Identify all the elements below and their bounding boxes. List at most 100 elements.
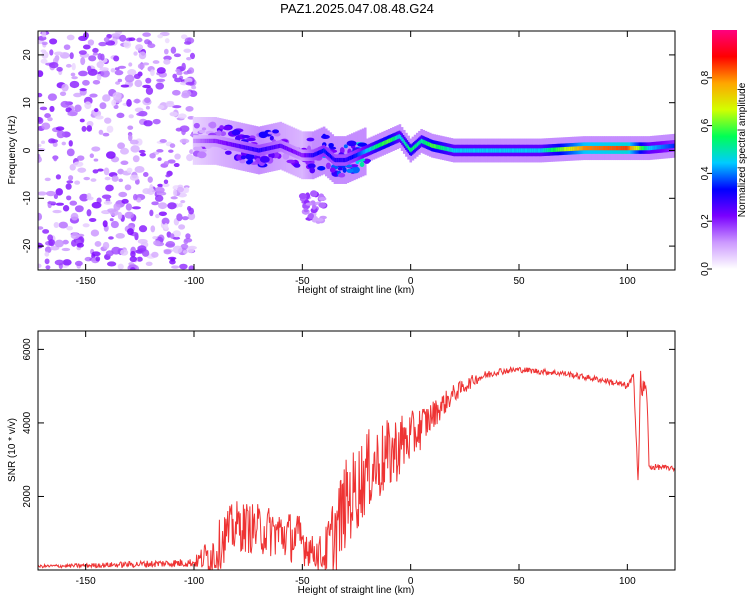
noise-speckle: [176, 213, 183, 222]
ridge-core: [672, 143, 675, 148]
spectrogram-marks: [38, 31, 675, 270]
ridge-core: [462, 148, 465, 153]
ridge-core: [496, 148, 498, 153]
noise-speckle: [150, 225, 156, 233]
ridge-core: [227, 141, 229, 146]
ridge-core: [632, 145, 635, 151]
ridge-core: [644, 145, 647, 151]
noise-speckle: [108, 236, 114, 240]
noise-speckle: [186, 205, 192, 211]
ridge-core: [422, 139, 424, 144]
ridge-core: [307, 153, 310, 158]
noise-speckle: [169, 111, 179, 117]
noise-speckle: [91, 251, 101, 257]
ridge-blob: [216, 130, 222, 137]
ridge-core: [211, 138, 214, 144]
ridge-core: [531, 148, 533, 153]
noise-speckle: [97, 52, 103, 60]
noise-speckle: [95, 115, 104, 120]
ridge-core: [379, 142, 381, 148]
noise-speckle: [120, 160, 129, 165]
noise-speckle: [114, 70, 124, 76]
noise-speckle: [138, 225, 148, 233]
ridge-core: [574, 146, 576, 151]
secondary-blob: [305, 202, 313, 206]
noise-speckle: [172, 245, 183, 254]
ridge-core: [359, 151, 362, 156]
ridge-core: [537, 148, 540, 153]
ridge-blob: [307, 163, 316, 169]
ridge-blob: [346, 168, 354, 173]
noise-speckle: [156, 149, 164, 153]
ridge-core: [466, 148, 468, 153]
x-tick-label: -100: [184, 276, 204, 287]
ridge-core: [637, 145, 640, 151]
noise-speckle: [94, 240, 102, 247]
noise-speckle: [184, 77, 193, 83]
ridge-core: [194, 138, 197, 144]
ridge-core: [604, 145, 606, 151]
noise-speckle: [88, 55, 97, 62]
ridge-core: [467, 148, 470, 153]
noise-speckle: [38, 70, 44, 78]
noise-speckle: [38, 263, 42, 269]
ridge-core: [520, 148, 523, 153]
ridge-blob: [241, 134, 251, 139]
noise-speckle: [152, 236, 158, 240]
spectrogram-xlabel: Height of straight line (km): [298, 285, 415, 296]
ridge-core: [241, 144, 244, 149]
ridge-core: [571, 146, 574, 151]
secondary-blob: [316, 218, 324, 222]
noise-speckle: [91, 201, 102, 209]
ridge-core: [492, 148, 494, 153]
ridge-core: [389, 138, 392, 143]
ridge-core: [357, 152, 359, 157]
ridge-core: [385, 139, 388, 145]
ridge-core: [311, 153, 314, 158]
ridge-core: [615, 145, 618, 151]
ridge-core: [333, 157, 336, 162]
ridge-core: [315, 151, 318, 157]
ridge-core: [290, 148, 293, 153]
noise-speckle: [53, 155, 58, 162]
y-tick-label: 2000: [22, 485, 33, 508]
ridge-core: [243, 145, 246, 150]
ridge-core: [293, 149, 296, 154]
noise-speckle: [145, 86, 154, 95]
noise-speckle: [38, 212, 43, 221]
noise-speckle: [136, 256, 143, 262]
ridge-core: [481, 148, 484, 153]
noise-speckle: [79, 118, 85, 123]
ridge-core: [228, 141, 231, 147]
ridge-core: [502, 148, 505, 153]
ridge-core: [398, 134, 401, 139]
noise-speckle: [176, 71, 183, 76]
ridge-core: [477, 148, 480, 153]
ridge-blob: [231, 129, 241, 136]
ridge-core: [282, 144, 285, 150]
ridge-core: [409, 147, 411, 152]
ridge-core: [253, 147, 255, 152]
ridge-core: [497, 148, 500, 153]
noise-speckle: [82, 79, 90, 86]
ridge-core: [457, 148, 459, 153]
ridge-core: [552, 147, 554, 152]
noise-speckle: [47, 93, 58, 101]
ridge-core: [550, 147, 553, 153]
ridge-core: [328, 152, 331, 158]
ridge-blob: [197, 151, 207, 159]
noise-speckle: [104, 117, 112, 124]
noise-speckle: [145, 77, 152, 84]
ridge-core: [663, 144, 666, 149]
noise-speckle: [147, 43, 156, 49]
ridge-core: [450, 147, 453, 153]
noise-speckle: [93, 158, 99, 162]
colorbar-tick-label: 0.8: [700, 70, 711, 84]
ridge-core: [420, 138, 423, 144]
snr-panel: -150 -100 -50 0 50 100 2000 4000 6000 Height of…: [7, 330, 676, 596]
ridge-core: [280, 143, 283, 149]
ridge-core: [383, 141, 385, 146]
ridge-core: [370, 146, 372, 152]
ridge-core: [507, 148, 510, 153]
noise-speckle: [141, 249, 150, 257]
